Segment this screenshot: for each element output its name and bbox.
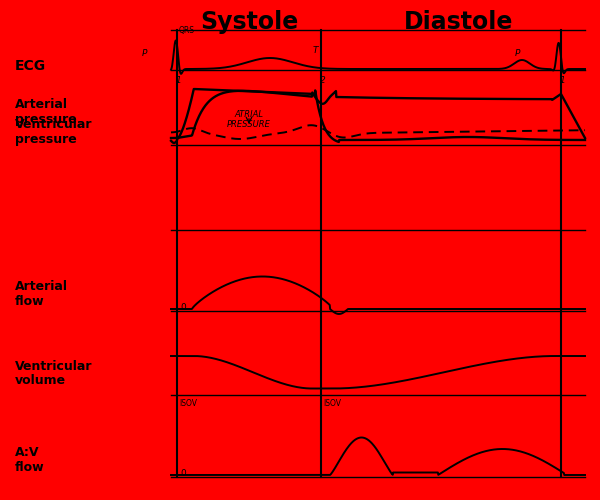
- Text: ISOV: ISOV: [179, 398, 197, 407]
- Text: ATRIAL
PRESSURE: ATRIAL PRESSURE: [227, 110, 271, 129]
- Text: 0: 0: [180, 469, 186, 478]
- Text: 2: 2: [320, 76, 326, 85]
- Text: 1: 1: [176, 76, 182, 85]
- Text: Ventricular
pressure: Ventricular pressure: [15, 118, 92, 146]
- Text: QRS: QRS: [178, 26, 194, 35]
- Text: P: P: [142, 49, 146, 58]
- Text: Ventricular
volume: Ventricular volume: [15, 360, 92, 388]
- Text: Arterial
flow: Arterial flow: [15, 280, 68, 308]
- Text: Diastole: Diastole: [404, 10, 514, 34]
- Text: ISOV: ISOV: [323, 398, 341, 407]
- Text: T: T: [312, 46, 318, 55]
- Text: P: P: [515, 49, 520, 58]
- Text: ECG: ECG: [15, 60, 46, 74]
- Text: Arterial
pressure: Arterial pressure: [15, 98, 77, 126]
- Text: 0: 0: [180, 303, 186, 312]
- Text: Systole: Systole: [200, 10, 298, 34]
- Text: A:V
flow: A:V flow: [15, 446, 44, 474]
- Text: 1: 1: [560, 76, 566, 85]
